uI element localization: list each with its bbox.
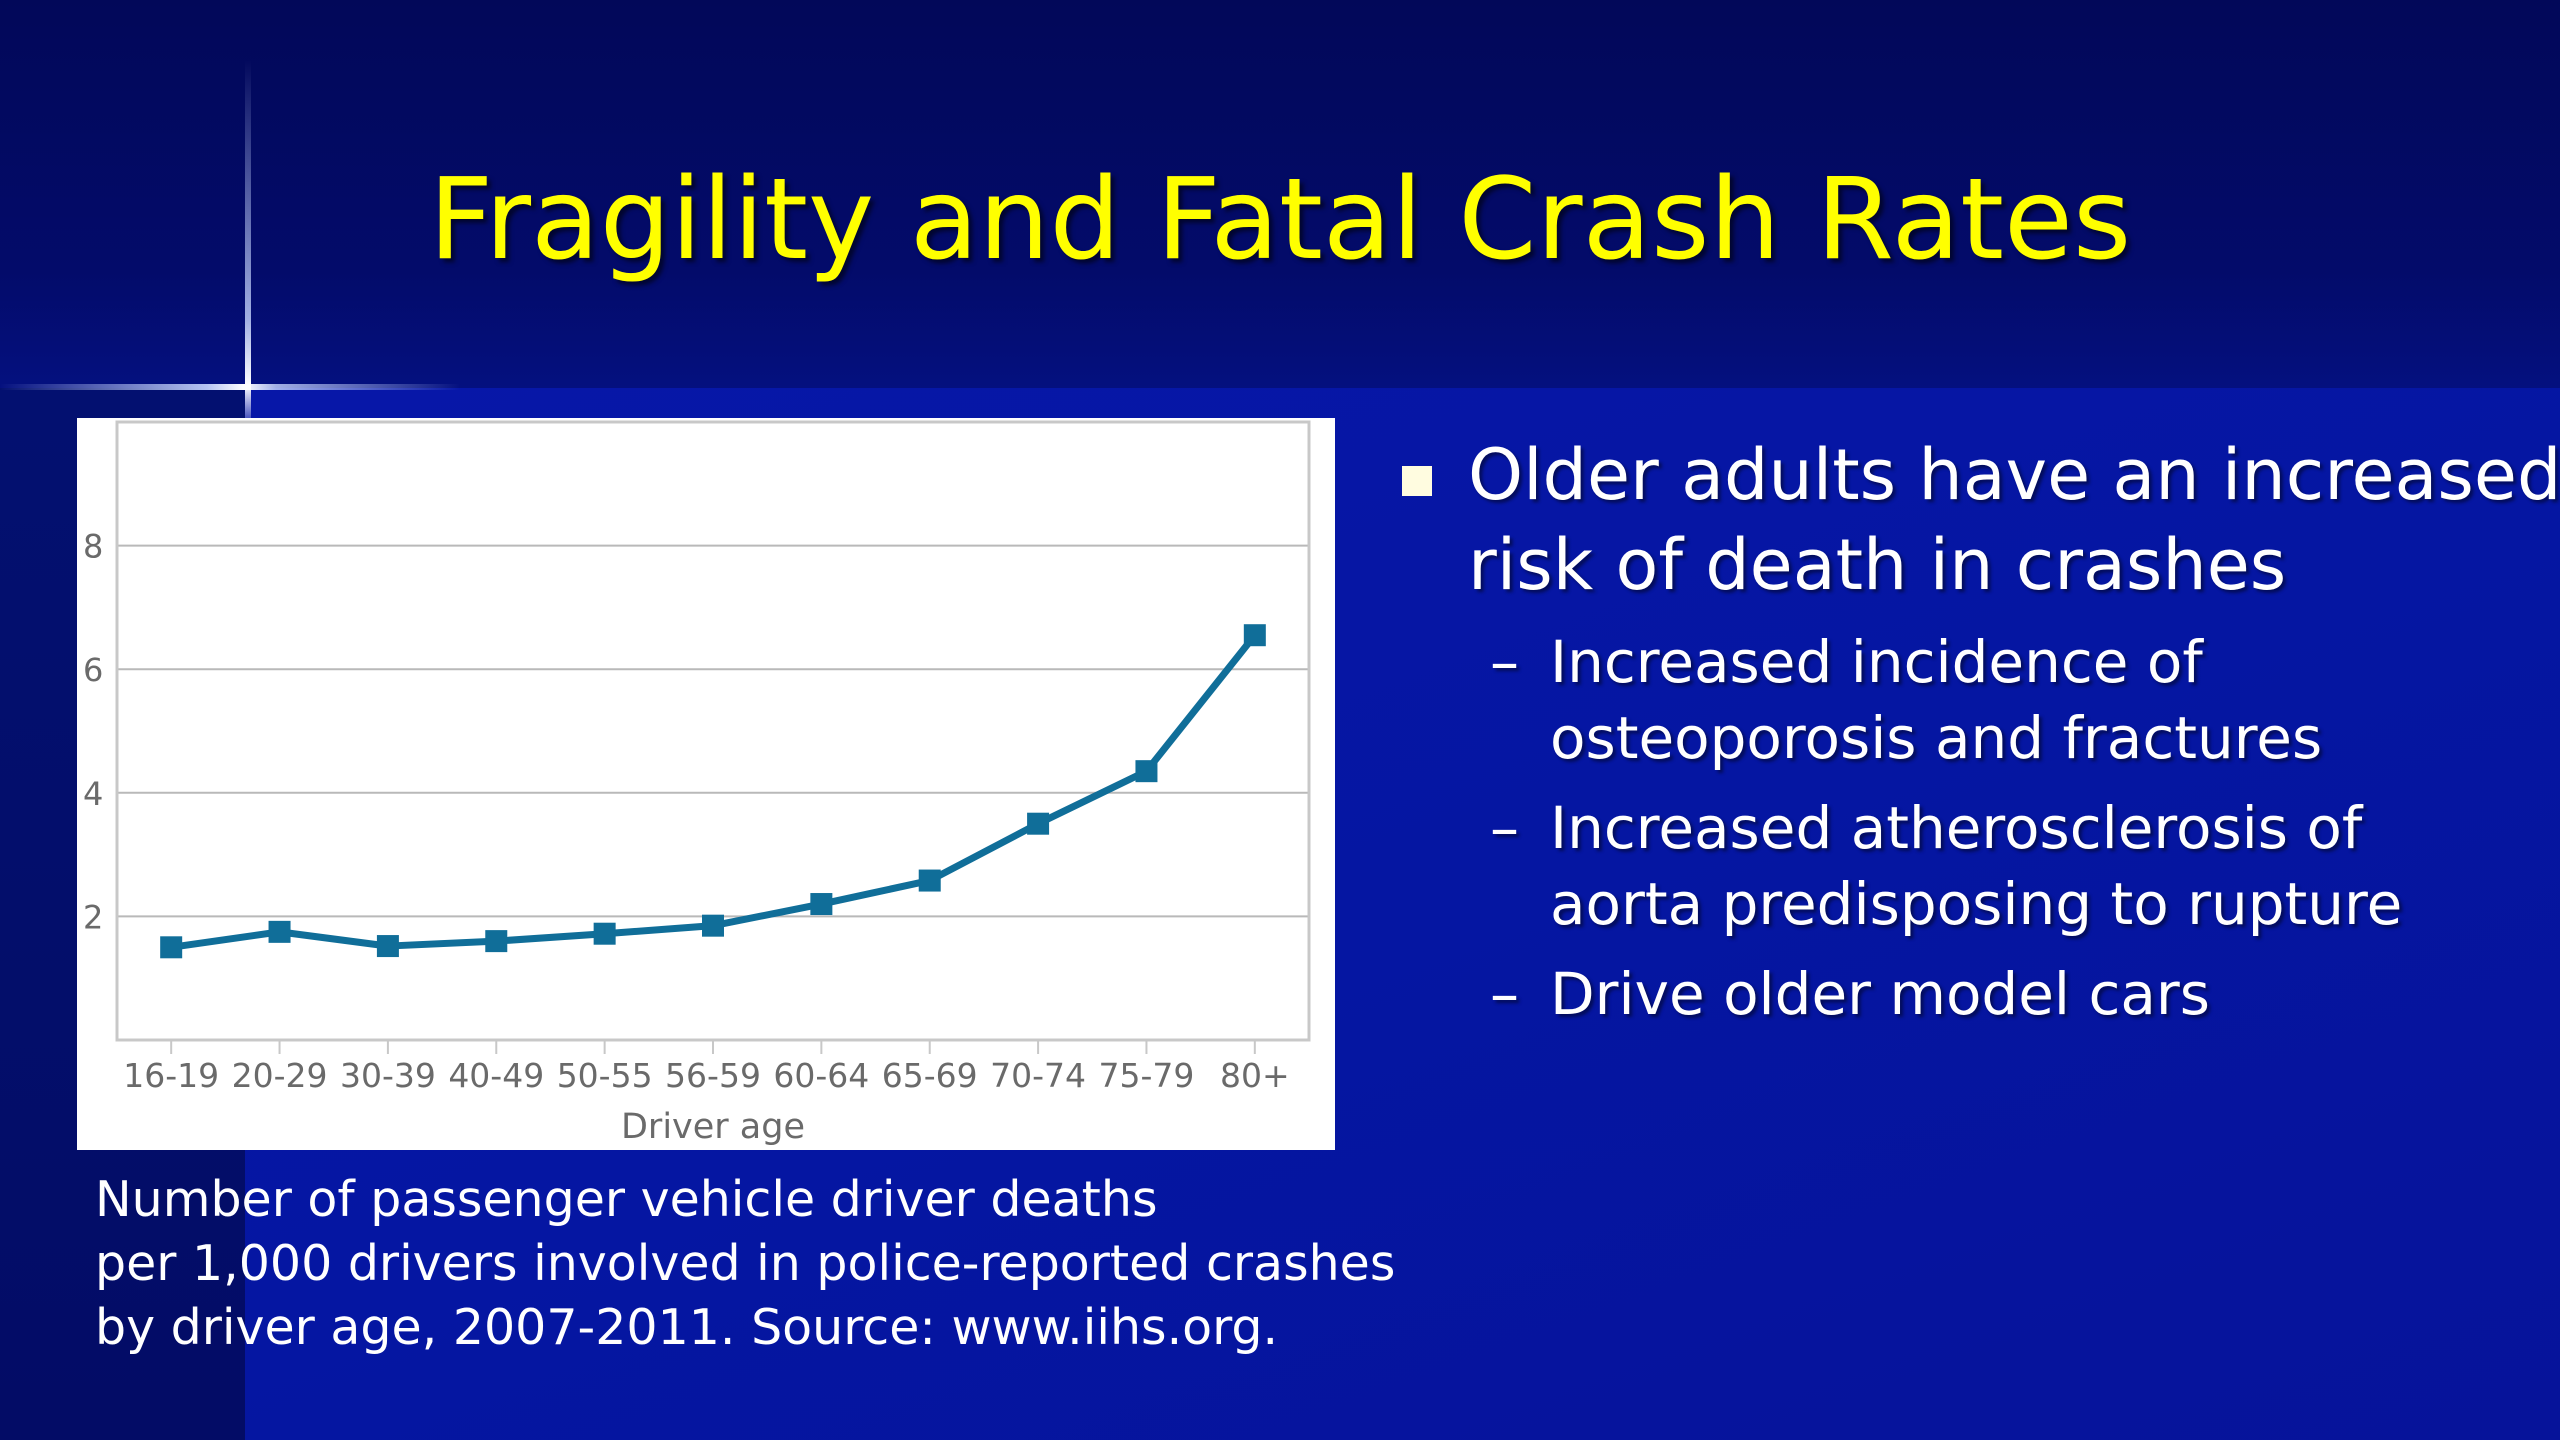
data-point-marker [485, 930, 508, 953]
line-chart: 2 4 6 8 16-19 20-29 30-39 40-49 50-55 56-59 60-64 6… [83, 420, 1311, 1147]
series-line [170, 633, 1258, 951]
y-tick-label: 4 [83, 775, 103, 813]
data-point-marker [160, 936, 183, 959]
x-axis-label: Driver age [621, 1107, 805, 1147]
data-point-marker [593, 922, 616, 945]
sub-bullet-text-line: Increased incidence of [1550, 628, 2203, 696]
caption-line: per 1,000 drivers involved in police-rep… [95, 1235, 1396, 1292]
sub-bullet-item: – Increased incidence of osteoporosis an… [1390, 624, 2550, 776]
x-tick-label: 30-39 [340, 1056, 436, 1095]
data-point-marker [1243, 624, 1266, 647]
x-tick-label: 70-74 [990, 1056, 1086, 1095]
data-point-marker [810, 893, 833, 916]
x-tick-label: 75-79 [1099, 1056, 1195, 1095]
x-tick-label: 80+ [1220, 1056, 1290, 1095]
chart-panel: 2 4 6 8 16-19 20-29 30-39 40-49 50-55 56-59 60-64 6… [77, 418, 1335, 1150]
dash-bullet-icon: – [1490, 960, 1519, 1028]
data-point-marker [702, 914, 724, 937]
caption-line: Number of passenger vehicle driver death… [95, 1171, 1158, 1228]
light-flare-horizontal [0, 384, 460, 390]
y-tick-label: 8 [83, 528, 103, 566]
bullet-text-line: Older adults have an increased [1468, 434, 2560, 516]
slide-header-background [0, 0, 2560, 388]
plot-frame [115, 420, 1311, 1042]
light-flare-vertical [245, 60, 251, 430]
dash-bullet-icon: – [1490, 628, 1519, 696]
sub-bullet-item: – Drive older model cars [1390, 956, 2550, 1032]
x-tick-label: 50-55 [557, 1056, 653, 1095]
sub-bullet-text-line: osteoporosis and fractures [1550, 704, 2323, 772]
data-point-marker [918, 869, 941, 892]
data-point-marker [1135, 760, 1158, 783]
sub-bullet-item: – Increased atherosclerosis of aorta pre… [1390, 790, 2550, 942]
slide-title: Fragility and Fatal Crash Rates [428, 155, 2132, 285]
y-tick-label: 6 [83, 651, 103, 689]
x-tick-label: 60-64 [773, 1056, 869, 1095]
chart-caption: Number of passenger vehicle driver death… [95, 1168, 1395, 1360]
bullet-item: Older adults have an increased risk of d… [1390, 430, 2560, 610]
dash-bullet-icon: – [1490, 794, 1519, 862]
x-tick-label: 16-19 [123, 1056, 219, 1095]
sub-bullet-text-line: Drive older model cars [1550, 960, 2210, 1028]
x-tick-label: 65-69 [882, 1056, 978, 1095]
bullet-list: Older adults have an increased risk of d… [1390, 430, 2560, 1032]
x-tick-label: 40-49 [448, 1056, 544, 1095]
bullet-text-line: risk of death in crashes [1468, 524, 2287, 606]
data-point-marker [268, 920, 291, 943]
x-tick-label: 56-59 [665, 1056, 761, 1095]
sub-bullet-text-line: aorta predisposing to rupture [1550, 870, 2403, 938]
x-tick-label: 20-29 [232, 1056, 328, 1095]
sub-bullet-text-line: Increased atherosclerosis of [1550, 794, 2363, 862]
y-tick-label: 2 [83, 898, 103, 936]
data-point-marker [376, 935, 399, 958]
caption-line: by driver age, 2007-2011. Source: www.ii… [95, 1299, 1279, 1356]
square-bullet-icon [1402, 466, 1432, 496]
data-point-marker [1027, 812, 1050, 835]
